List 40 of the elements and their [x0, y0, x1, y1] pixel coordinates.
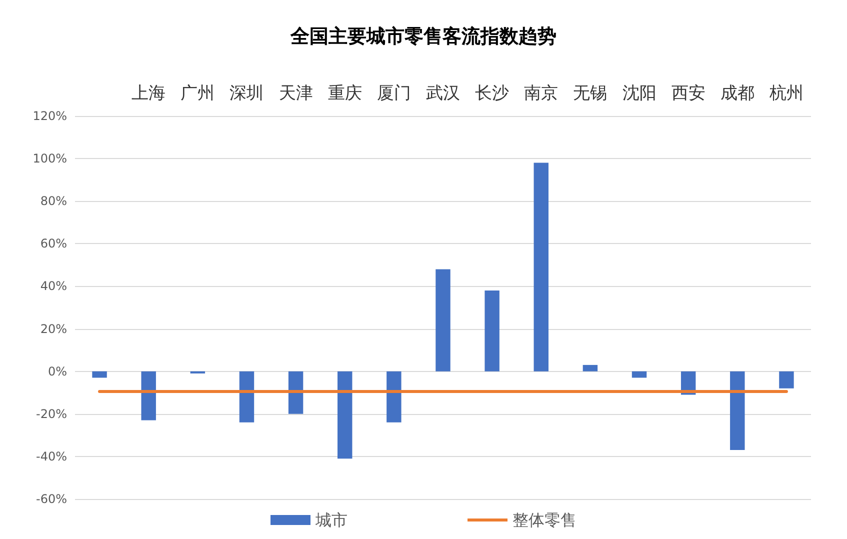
bar	[141, 371, 156, 420]
bar	[779, 371, 794, 388]
x-tick-label: 广州	[180, 84, 215, 104]
x-tick-label: 沈阳	[622, 84, 656, 104]
x-tick-label: 西安	[671, 84, 706, 104]
y-tick-label: 0%	[48, 364, 67, 378]
bar	[436, 269, 450, 372]
y-tick-label: 60%	[40, 236, 67, 251]
bar	[239, 371, 254, 422]
bar	[92, 371, 107, 378]
x-tick-label: 武汉	[426, 84, 460, 104]
y-tick-label: 80%	[40, 194, 67, 208]
x-tick-label: 重庆	[328, 84, 362, 104]
bar	[534, 162, 548, 372]
x-tick-label: 厦门	[376, 84, 411, 104]
bar	[338, 371, 352, 459]
x-tick-label: 杭州	[768, 84, 804, 104]
y-tick-label: -20%	[36, 406, 67, 421]
legend-label: 整体零售	[512, 510, 576, 530]
x-tick-label: 南京	[524, 84, 558, 104]
x-tick-label: 无锡	[573, 84, 608, 104]
y-tick-label: -60%	[36, 492, 67, 506]
bar	[386, 371, 402, 422]
x-tick-label: 天津	[278, 84, 313, 104]
bar	[484, 290, 500, 372]
x-tick-label: 成都	[720, 84, 754, 104]
y-tick-label: -40%	[36, 449, 67, 464]
bar	[632, 371, 647, 378]
chart-title: 全国主要城市零售客流指数趋势	[290, 26, 556, 48]
y-tick-label: 120%	[32, 109, 67, 123]
legend-label: 城市	[314, 510, 348, 530]
y-tick-label: 20%	[40, 322, 67, 336]
y-tick-label: 40%	[40, 279, 67, 294]
y-tick-label: 100%	[32, 152, 67, 166]
bar	[730, 371, 745, 450]
bar	[582, 364, 598, 372]
x-tick-label: 长沙	[475, 84, 510, 104]
x-tick-label: 深圳	[230, 84, 264, 104]
x-tick-label: 上海	[132, 84, 166, 104]
bar	[288, 371, 304, 414]
